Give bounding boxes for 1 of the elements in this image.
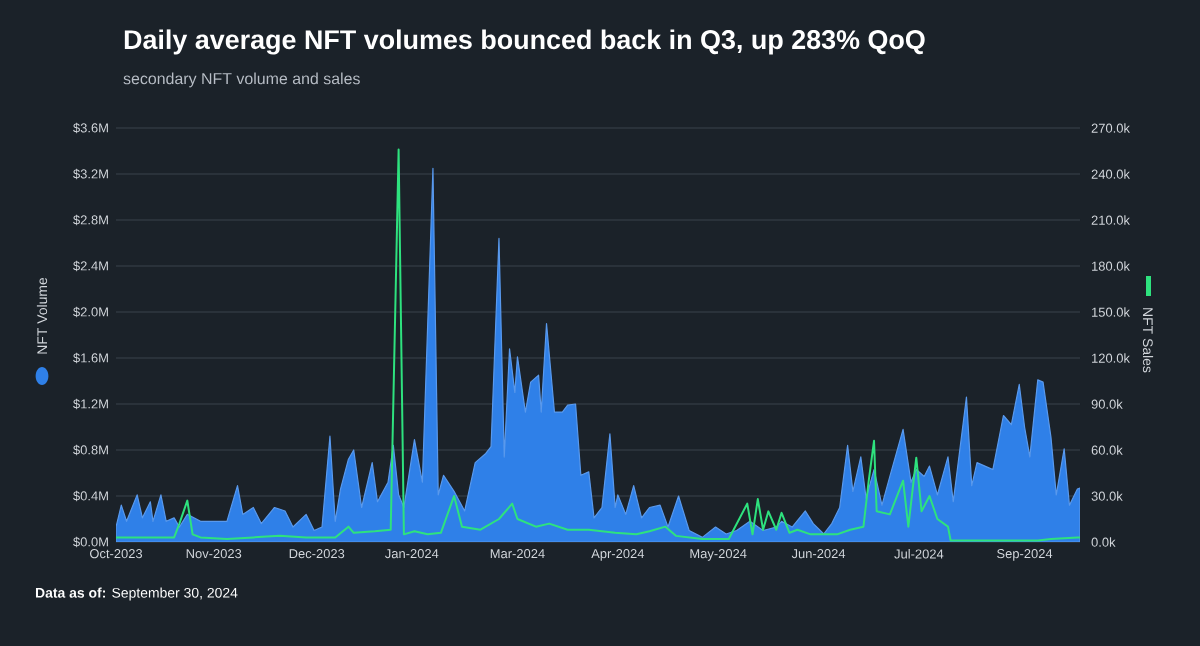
chart-title: Daily average NFT volumes bounced back in Q3, up 283% QoQ: [124, 29, 925, 55]
